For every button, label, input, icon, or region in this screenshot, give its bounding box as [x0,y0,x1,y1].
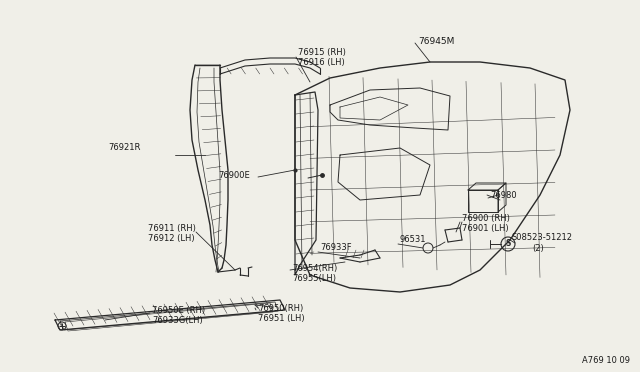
Text: 76911 (RH): 76911 (RH) [148,224,196,232]
Text: 76954(RH): 76954(RH) [292,263,337,273]
Text: 76980: 76980 [490,190,516,199]
Text: 76933G(LH): 76933G(LH) [152,315,203,324]
Text: S: S [506,240,511,248]
Circle shape [58,322,66,330]
Text: 76900E: 76900E [218,170,250,180]
Text: 76901 (LH): 76901 (LH) [462,224,509,232]
Text: S08523-51212: S08523-51212 [512,234,573,243]
Text: 76933F: 76933F [320,244,351,253]
Circle shape [501,237,515,251]
Text: 76950E (RH): 76950E (RH) [152,305,205,314]
Text: (2): (2) [532,244,544,253]
Circle shape [423,243,433,253]
Text: 76921R: 76921R [108,144,140,153]
Text: 96531: 96531 [400,235,426,244]
Text: 76950(RH): 76950(RH) [258,304,303,312]
Text: 76915 (RH): 76915 (RH) [298,48,346,57]
Text: 76945M: 76945M [418,38,454,46]
Text: A769 10 09: A769 10 09 [582,356,630,365]
Text: 76912 (LH): 76912 (LH) [148,234,195,243]
Text: 76916 (LH): 76916 (LH) [298,58,345,67]
Text: 76900 (RH): 76900 (RH) [462,214,510,222]
Text: 76951 (LH): 76951 (LH) [258,314,305,323]
Text: 76955(LH): 76955(LH) [292,273,336,282]
